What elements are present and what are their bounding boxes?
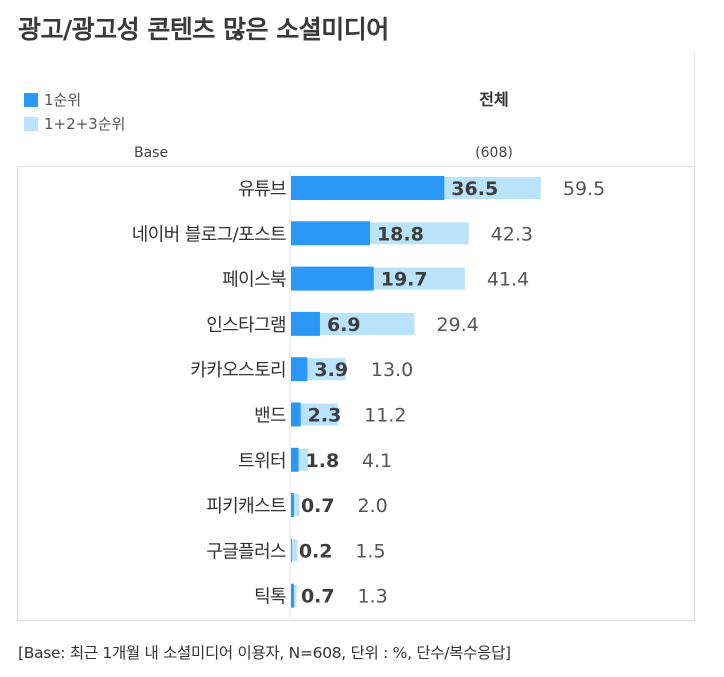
bar-first-rank bbox=[291, 176, 445, 200]
legend-swatch-top3-rank bbox=[24, 116, 38, 131]
category-label: 밴드 bbox=[254, 406, 286, 427]
data-label-first-rank: 36.5 bbox=[451, 178, 498, 200]
chart-title: 광고/광고성 콘텐츠 많은 소셜미디어 bbox=[18, 15, 389, 44]
bar-first-rank bbox=[291, 221, 370, 246]
category-label: 구글플러스 bbox=[206, 541, 286, 562]
data-label-first-rank: 0.7 bbox=[301, 586, 335, 608]
category-label: 네이버 블로그/포스트 bbox=[132, 224, 286, 245]
category-label: 카카오스토리 bbox=[190, 360, 286, 381]
legend-item-first-rank: 1순위 bbox=[24, 89, 81, 110]
data-label-top3-rank: 41.4 bbox=[487, 269, 529, 291]
base-value: (608) bbox=[475, 145, 513, 161]
data-label-first-rank: 18.8 bbox=[377, 223, 424, 245]
data-label-top3-rank: 29.4 bbox=[436, 314, 478, 336]
data-label-top3-rank: 42.3 bbox=[491, 223, 533, 245]
data-label-top3-rank: 1.3 bbox=[357, 586, 387, 608]
data-label-first-rank: 6.9 bbox=[327, 314, 361, 336]
bar-top3-rank bbox=[291, 539, 298, 562]
bar-first-rank bbox=[291, 493, 294, 518]
data-label-top3-rank: 4.1 bbox=[362, 450, 392, 472]
bar-first-rank bbox=[291, 583, 294, 608]
bar-first-rank bbox=[291, 311, 320, 336]
data-label-top3-rank: 59.5 bbox=[563, 178, 605, 200]
category-label: 인스타그램 bbox=[206, 315, 286, 336]
category-label: 틱톡 bbox=[254, 587, 286, 608]
bar-top3-rank bbox=[291, 494, 300, 517]
footnote: [Base: 최근 1개월 내 소셜미디어 이용자, N=608, 단위 : %… bbox=[18, 644, 511, 662]
category-label: 피키캐스트 bbox=[206, 496, 286, 517]
bar-top3-rank bbox=[291, 403, 339, 426]
legend-label-top3-rank: 1+2+3순위 bbox=[44, 115, 126, 133]
bar-first-rank bbox=[291, 357, 308, 382]
legend-swatch-first-rank bbox=[24, 92, 38, 107]
base-label: Base bbox=[134, 145, 169, 161]
data-label-first-rank: 3.9 bbox=[314, 359, 348, 381]
plot-frame bbox=[17, 166, 695, 621]
data-label-top3-rank: 2.0 bbox=[357, 495, 387, 517]
legend-item-top3-rank: 1+2+3순위 bbox=[24, 113, 125, 134]
data-label-first-rank: 19.7 bbox=[381, 269, 428, 291]
bar-top3-rank bbox=[291, 312, 415, 335]
bar-first-rank bbox=[291, 447, 299, 472]
data-label-first-rank: 0.7 bbox=[301, 495, 335, 517]
bar-first-rank bbox=[291, 402, 301, 427]
data-label-first-rank: 2.3 bbox=[308, 405, 342, 427]
bar-first-rank bbox=[291, 538, 292, 563]
category-label: 유튜브 bbox=[238, 179, 286, 200]
data-label-top3-rank: 11.2 bbox=[364, 405, 406, 427]
data-label-top3-rank: 1.5 bbox=[355, 540, 385, 562]
column-header: 전체 bbox=[479, 90, 509, 109]
category-label: 트위터 bbox=[238, 451, 286, 472]
bar-first-rank bbox=[291, 266, 374, 291]
data-label-first-rank: 0.2 bbox=[299, 540, 333, 562]
header-divider bbox=[694, 50, 695, 166]
data-label-first-rank: 1.8 bbox=[306, 450, 340, 472]
category-label: 페이스북 bbox=[222, 270, 286, 291]
legend-label-first-rank: 1순위 bbox=[44, 91, 82, 109]
data-label-top3-rank: 13.0 bbox=[371, 359, 413, 381]
